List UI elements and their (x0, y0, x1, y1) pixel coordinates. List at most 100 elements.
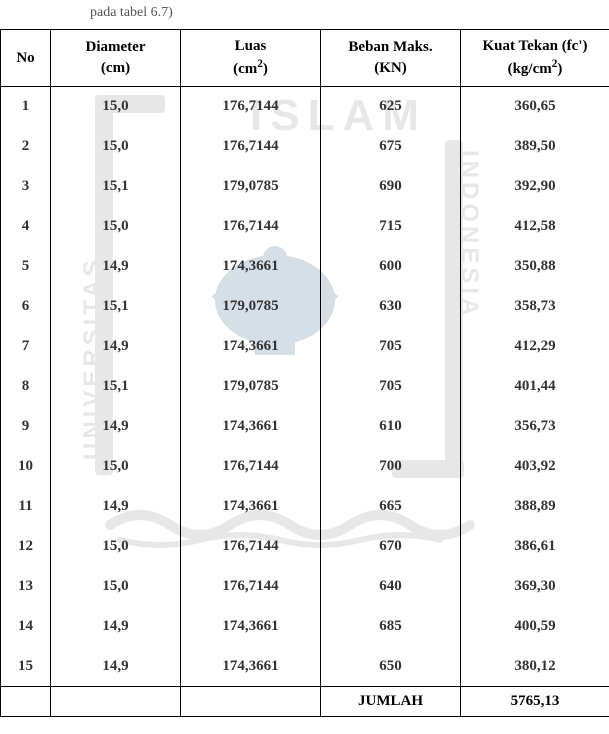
footer-empty (1, 687, 51, 717)
cell-luas: 179,0785 (181, 287, 321, 327)
cell-no: 9 (1, 407, 51, 447)
header-unit: (KN) (374, 60, 407, 76)
cell-kt: 400,59 (461, 607, 609, 647)
header-text: Kuat Tekan (fc') (482, 38, 587, 54)
table-row: 115,0176,7144625360,65 (1, 87, 609, 127)
cell-kt: 401,44 (461, 367, 609, 407)
table-row: 615,1179,0785630358,73 (1, 287, 609, 327)
table-caption: pada tabel 6.7) (0, 0, 609, 29)
table-row: 1414,9174,3661685400,59 (1, 607, 609, 647)
cell-kt: 388,89 (461, 487, 609, 527)
cell-beb: 630 (321, 287, 461, 327)
footer-label: JUMLAH (321, 687, 461, 717)
table-row: 1315,0176,7144640369,30 (1, 567, 609, 607)
cell-beb: 705 (321, 367, 461, 407)
cell-no: 15 (1, 647, 51, 687)
col-header-no: No (1, 30, 51, 87)
cell-luas: 174,3661 (181, 487, 321, 527)
data-table: No Diameter (cm) Luas (cm2) Beban Maks. … (0, 29, 609, 717)
cell-luas: 179,0785 (181, 167, 321, 207)
cell-luas: 174,3661 (181, 247, 321, 287)
cell-kt: 369,30 (461, 567, 609, 607)
cell-no: 1 (1, 87, 51, 127)
table-row: 1114,9174,3661665388,89 (1, 487, 609, 527)
cell-kt: 380,12 (461, 647, 609, 687)
table-row: 215,0176,7144675389,50 (1, 127, 609, 167)
cell-beb: 715 (321, 207, 461, 247)
table-row: 1215,0176,7144670386,61 (1, 527, 609, 567)
cell-kt: 403,92 (461, 447, 609, 487)
cell-beb: 640 (321, 567, 461, 607)
cell-luas: 174,3661 (181, 647, 321, 687)
table-row: 1514,9174,3661650380,12 (1, 647, 609, 687)
header-unit-post: ) (263, 61, 268, 77)
cell-kt: 412,58 (461, 207, 609, 247)
cell-kt: 412,29 (461, 327, 609, 367)
cell-dia: 15,0 (51, 527, 181, 567)
cell-no: 6 (1, 287, 51, 327)
cell-luas: 176,7144 (181, 87, 321, 127)
table-row: 714,9174,3661705412,29 (1, 327, 609, 367)
table-row: 1015,0176,7144700403,92 (1, 447, 609, 487)
header-unit-pre: (cm (233, 61, 257, 77)
cell-dia: 15,0 (51, 87, 181, 127)
col-header-diameter: Diameter (cm) (51, 30, 181, 87)
col-header-kuat-tekan: Kuat Tekan (fc') (kg/cm2) (461, 30, 609, 87)
header-text: Diameter (86, 39, 146, 55)
col-header-luas: Luas (cm2) (181, 30, 321, 87)
cell-luas: 176,7144 (181, 207, 321, 247)
cell-beb: 675 (321, 127, 461, 167)
cell-dia: 15,0 (51, 447, 181, 487)
cell-luas: 174,3661 (181, 607, 321, 647)
cell-luas: 176,7144 (181, 527, 321, 567)
cell-no: 11 (1, 487, 51, 527)
table-row: 315,1179,0785690392,90 (1, 167, 609, 207)
cell-dia: 15,0 (51, 127, 181, 167)
col-header-beban: Beban Maks. (KN) (321, 30, 461, 87)
header-text: Luas (235, 38, 267, 54)
cell-luas: 176,7144 (181, 127, 321, 167)
header-text: No (16, 50, 34, 66)
cell-luas: 176,7144 (181, 567, 321, 607)
footer-total: 5765,13 (461, 687, 609, 717)
cell-dia: 14,9 (51, 247, 181, 287)
cell-kt: 389,50 (461, 127, 609, 167)
cell-kt: 350,88 (461, 247, 609, 287)
table-row: 815,1179,0785705401,44 (1, 367, 609, 407)
cell-kt: 386,61 (461, 527, 609, 567)
cell-no: 14 (1, 607, 51, 647)
cell-dia: 14,9 (51, 607, 181, 647)
header-text: Beban Maks. (348, 39, 432, 55)
footer-empty (181, 687, 321, 717)
cell-no: 2 (1, 127, 51, 167)
cell-beb: 665 (321, 487, 461, 527)
cell-dia: 15,1 (51, 287, 181, 327)
cell-no: 12 (1, 527, 51, 567)
cell-luas: 174,3661 (181, 327, 321, 367)
cell-beb: 625 (321, 87, 461, 127)
cell-dia: 14,9 (51, 327, 181, 367)
cell-beb: 670 (321, 527, 461, 567)
table-row: 415,0176,7144715412,58 (1, 207, 609, 247)
cell-beb: 610 (321, 407, 461, 447)
cell-luas: 174,3661 (181, 407, 321, 447)
cell-dia: 15,1 (51, 367, 181, 407)
cell-dia: 15,0 (51, 207, 181, 247)
cell-kt: 360,65 (461, 87, 609, 127)
cell-kt: 392,90 (461, 167, 609, 207)
cell-no: 7 (1, 327, 51, 367)
cell-luas: 179,0785 (181, 367, 321, 407)
cell-beb: 705 (321, 327, 461, 367)
header-unit: (cm) (101, 60, 130, 76)
cell-dia: 14,9 (51, 487, 181, 527)
cell-kt: 358,73 (461, 287, 609, 327)
cell-kt: 356,73 (461, 407, 609, 447)
cell-beb: 690 (321, 167, 461, 207)
cell-no: 13 (1, 567, 51, 607)
cell-beb: 650 (321, 647, 461, 687)
table-row: 514,9174,3661600350,88 (1, 247, 609, 287)
cell-luas: 176,7144 (181, 447, 321, 487)
cell-beb: 600 (321, 247, 461, 287)
footer-empty (51, 687, 181, 717)
cell-no: 4 (1, 207, 51, 247)
